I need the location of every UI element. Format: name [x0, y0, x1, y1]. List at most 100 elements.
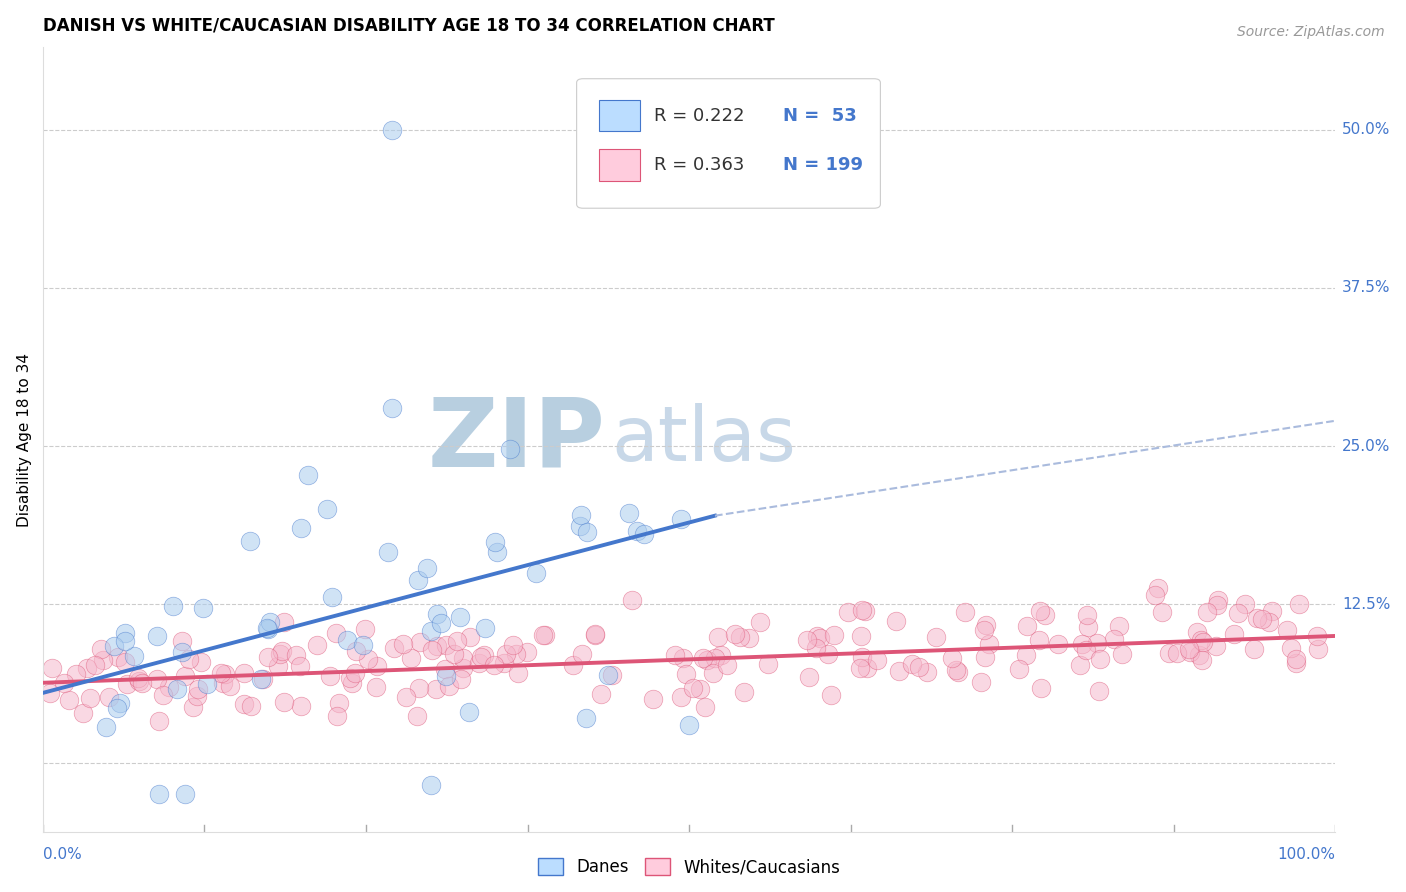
Text: 12.5%: 12.5% [1341, 597, 1391, 612]
Point [1285, 656, 1308, 670]
Point [851, 603, 873, 617]
Text: N = 199: N = 199 [783, 156, 863, 174]
Point [344, 665, 367, 680]
Point [974, 649, 997, 664]
Point [166, 681, 188, 696]
Point [643, 692, 665, 706]
Point [738, 631, 761, 645]
FancyBboxPatch shape [576, 78, 880, 208]
Point [256, 621, 278, 635]
Point [702, 666, 724, 681]
Point [1166, 646, 1188, 660]
Point [672, 651, 695, 665]
Text: 0.0%: 0.0% [42, 847, 82, 863]
Point [808, 632, 831, 646]
Point [174, 669, 197, 683]
Point [290, 699, 312, 714]
Point [1029, 681, 1052, 695]
Point [884, 615, 907, 629]
Point [79, 691, 101, 706]
Point [941, 651, 963, 665]
Point [1144, 588, 1167, 602]
Point [103, 639, 125, 653]
Point [127, 671, 149, 685]
Point [1275, 623, 1298, 637]
Point [39, 686, 62, 700]
Point [472, 648, 495, 662]
Point [970, 675, 993, 690]
Point [377, 545, 399, 559]
Point [434, 669, 457, 683]
Point [316, 502, 339, 516]
Point [704, 651, 727, 665]
Point [219, 679, 242, 693]
Point [1191, 653, 1213, 667]
Point [1015, 648, 1038, 662]
Text: atlas: atlas [612, 403, 796, 476]
Point [252, 672, 274, 686]
Point [434, 638, 457, 652]
Point [1258, 615, 1281, 629]
Point [502, 638, 524, 652]
Text: R = 0.363: R = 0.363 [654, 156, 745, 174]
Point [900, 657, 922, 671]
Point [796, 633, 818, 648]
Point [669, 511, 692, 525]
Point [756, 657, 779, 672]
Point [148, 787, 170, 801]
Point [1279, 640, 1302, 655]
Point [664, 648, 686, 662]
Point [804, 641, 827, 656]
Point [53, 676, 76, 690]
Point [1076, 607, 1098, 622]
Point [675, 667, 697, 681]
Point [837, 605, 859, 619]
Point [240, 698, 263, 713]
Point [1243, 641, 1265, 656]
Point [108, 697, 131, 711]
Point [1205, 639, 1227, 653]
Point [179, 651, 201, 665]
Point [128, 674, 150, 689]
Point [907, 660, 929, 674]
Point [482, 658, 505, 673]
Point [187, 682, 209, 697]
Point [328, 696, 350, 710]
Point [114, 625, 136, 640]
Point [1108, 619, 1130, 633]
Point [344, 644, 367, 658]
Point [450, 672, 472, 686]
Point [946, 665, 969, 679]
Point [395, 690, 418, 704]
Point [65, 667, 87, 681]
Point [820, 689, 842, 703]
Point [1227, 607, 1250, 621]
Point [866, 653, 889, 667]
Point [239, 534, 262, 549]
Point [817, 647, 839, 661]
Point [693, 700, 716, 714]
Point [562, 657, 585, 672]
Point [569, 508, 592, 523]
Point [172, 634, 194, 648]
Point [191, 600, 214, 615]
Point [420, 642, 443, 657]
Point [806, 629, 828, 643]
Point [458, 705, 481, 719]
Point [583, 627, 606, 641]
Point [1028, 632, 1050, 647]
Point [326, 709, 349, 723]
Point [600, 667, 623, 681]
Point [433, 662, 456, 676]
Point [257, 650, 280, 665]
Point [1069, 657, 1091, 672]
Point [1147, 581, 1170, 595]
Point [856, 661, 879, 675]
Point [233, 698, 256, 712]
Point [76, 661, 98, 675]
Point [366, 680, 388, 694]
Point [419, 778, 441, 792]
Point [531, 627, 554, 641]
Point [945, 664, 967, 678]
Text: Source: ZipAtlas.com: Source: ZipAtlas.com [1237, 25, 1385, 39]
